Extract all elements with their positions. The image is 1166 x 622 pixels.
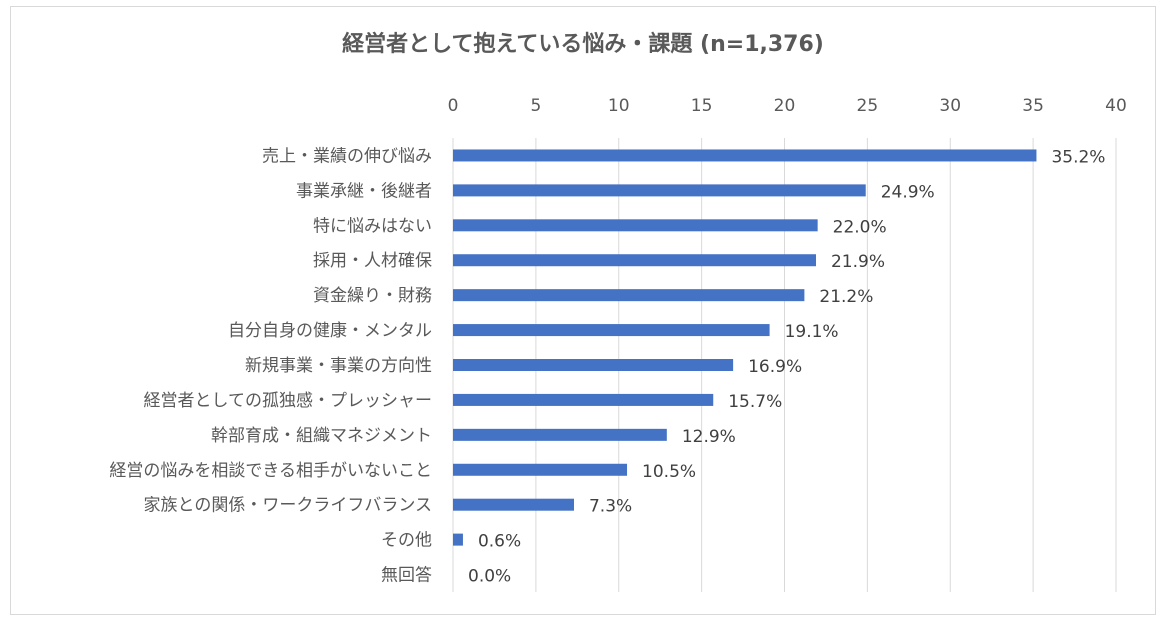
data-label: 35.2% [1051, 147, 1105, 167]
data-label: 22.0% [833, 217, 887, 237]
chart-title: 経営者として抱えている悩み・課題 (n=1,376) [342, 32, 824, 57]
bar [453, 393, 714, 406]
category-label: 自分自身の健康・メンタル [228, 321, 432, 341]
category-label: 経営者としての孤独感・プレッシャー [144, 391, 433, 411]
x-tick-label: 10 [608, 96, 630, 116]
data-label: 15.7% [728, 392, 782, 412]
category-label: 経営の悩みを相談できる相手がいないこと [109, 461, 432, 481]
category-label: 家族との関係・ワークライフバランス [144, 496, 433, 516]
data-label: 16.9% [748, 357, 802, 377]
bar [453, 533, 463, 546]
category-label: 無回答 [381, 566, 432, 586]
bar [453, 463, 628, 476]
bar [453, 149, 1037, 162]
bar [453, 219, 818, 232]
category-label: 新規事業・事業の方向性 [245, 356, 432, 376]
x-tick-label: 5 [530, 96, 541, 116]
data-label: 24.9% [881, 182, 935, 202]
data-label: 21.9% [831, 252, 885, 272]
category-label: 事業承継・後継者 [296, 181, 432, 201]
bar [453, 359, 734, 371]
x-tick-label: 30 [939, 96, 961, 116]
bar [453, 254, 816, 267]
data-label: 0.6% [478, 532, 521, 552]
category-label: 売上・業績の伸び悩み [262, 146, 432, 166]
bar [453, 498, 574, 511]
x-tick-label: 40 [1105, 96, 1127, 116]
bar [453, 184, 866, 197]
data-label: 0.0% [468, 567, 511, 587]
chart-frame [10, 6, 1156, 615]
category-label: 資金繰り・財務 [313, 286, 432, 306]
category-label: 幹部育成・組織マネジメント [211, 425, 432, 446]
bar [453, 289, 805, 302]
x-tick-label: 25 [857, 96, 879, 116]
x-tick-label: 0 [448, 96, 459, 116]
x-tick-label: 35 [1022, 96, 1044, 116]
category-label: 採用・人材確保 [313, 251, 432, 271]
data-label: 21.2% [819, 287, 873, 307]
x-tick-label: 20 [774, 96, 796, 116]
data-label: 10.5% [642, 462, 696, 482]
bar [453, 324, 770, 337]
category-label: 特に悩みはない [313, 216, 432, 236]
data-label: 7.3% [589, 497, 632, 517]
category-label: その他 [381, 531, 432, 551]
bar [453, 428, 667, 441]
x-tick-label: 15 [691, 96, 713, 116]
data-label: 19.1% [785, 322, 839, 342]
data-label: 12.9% [682, 427, 736, 447]
